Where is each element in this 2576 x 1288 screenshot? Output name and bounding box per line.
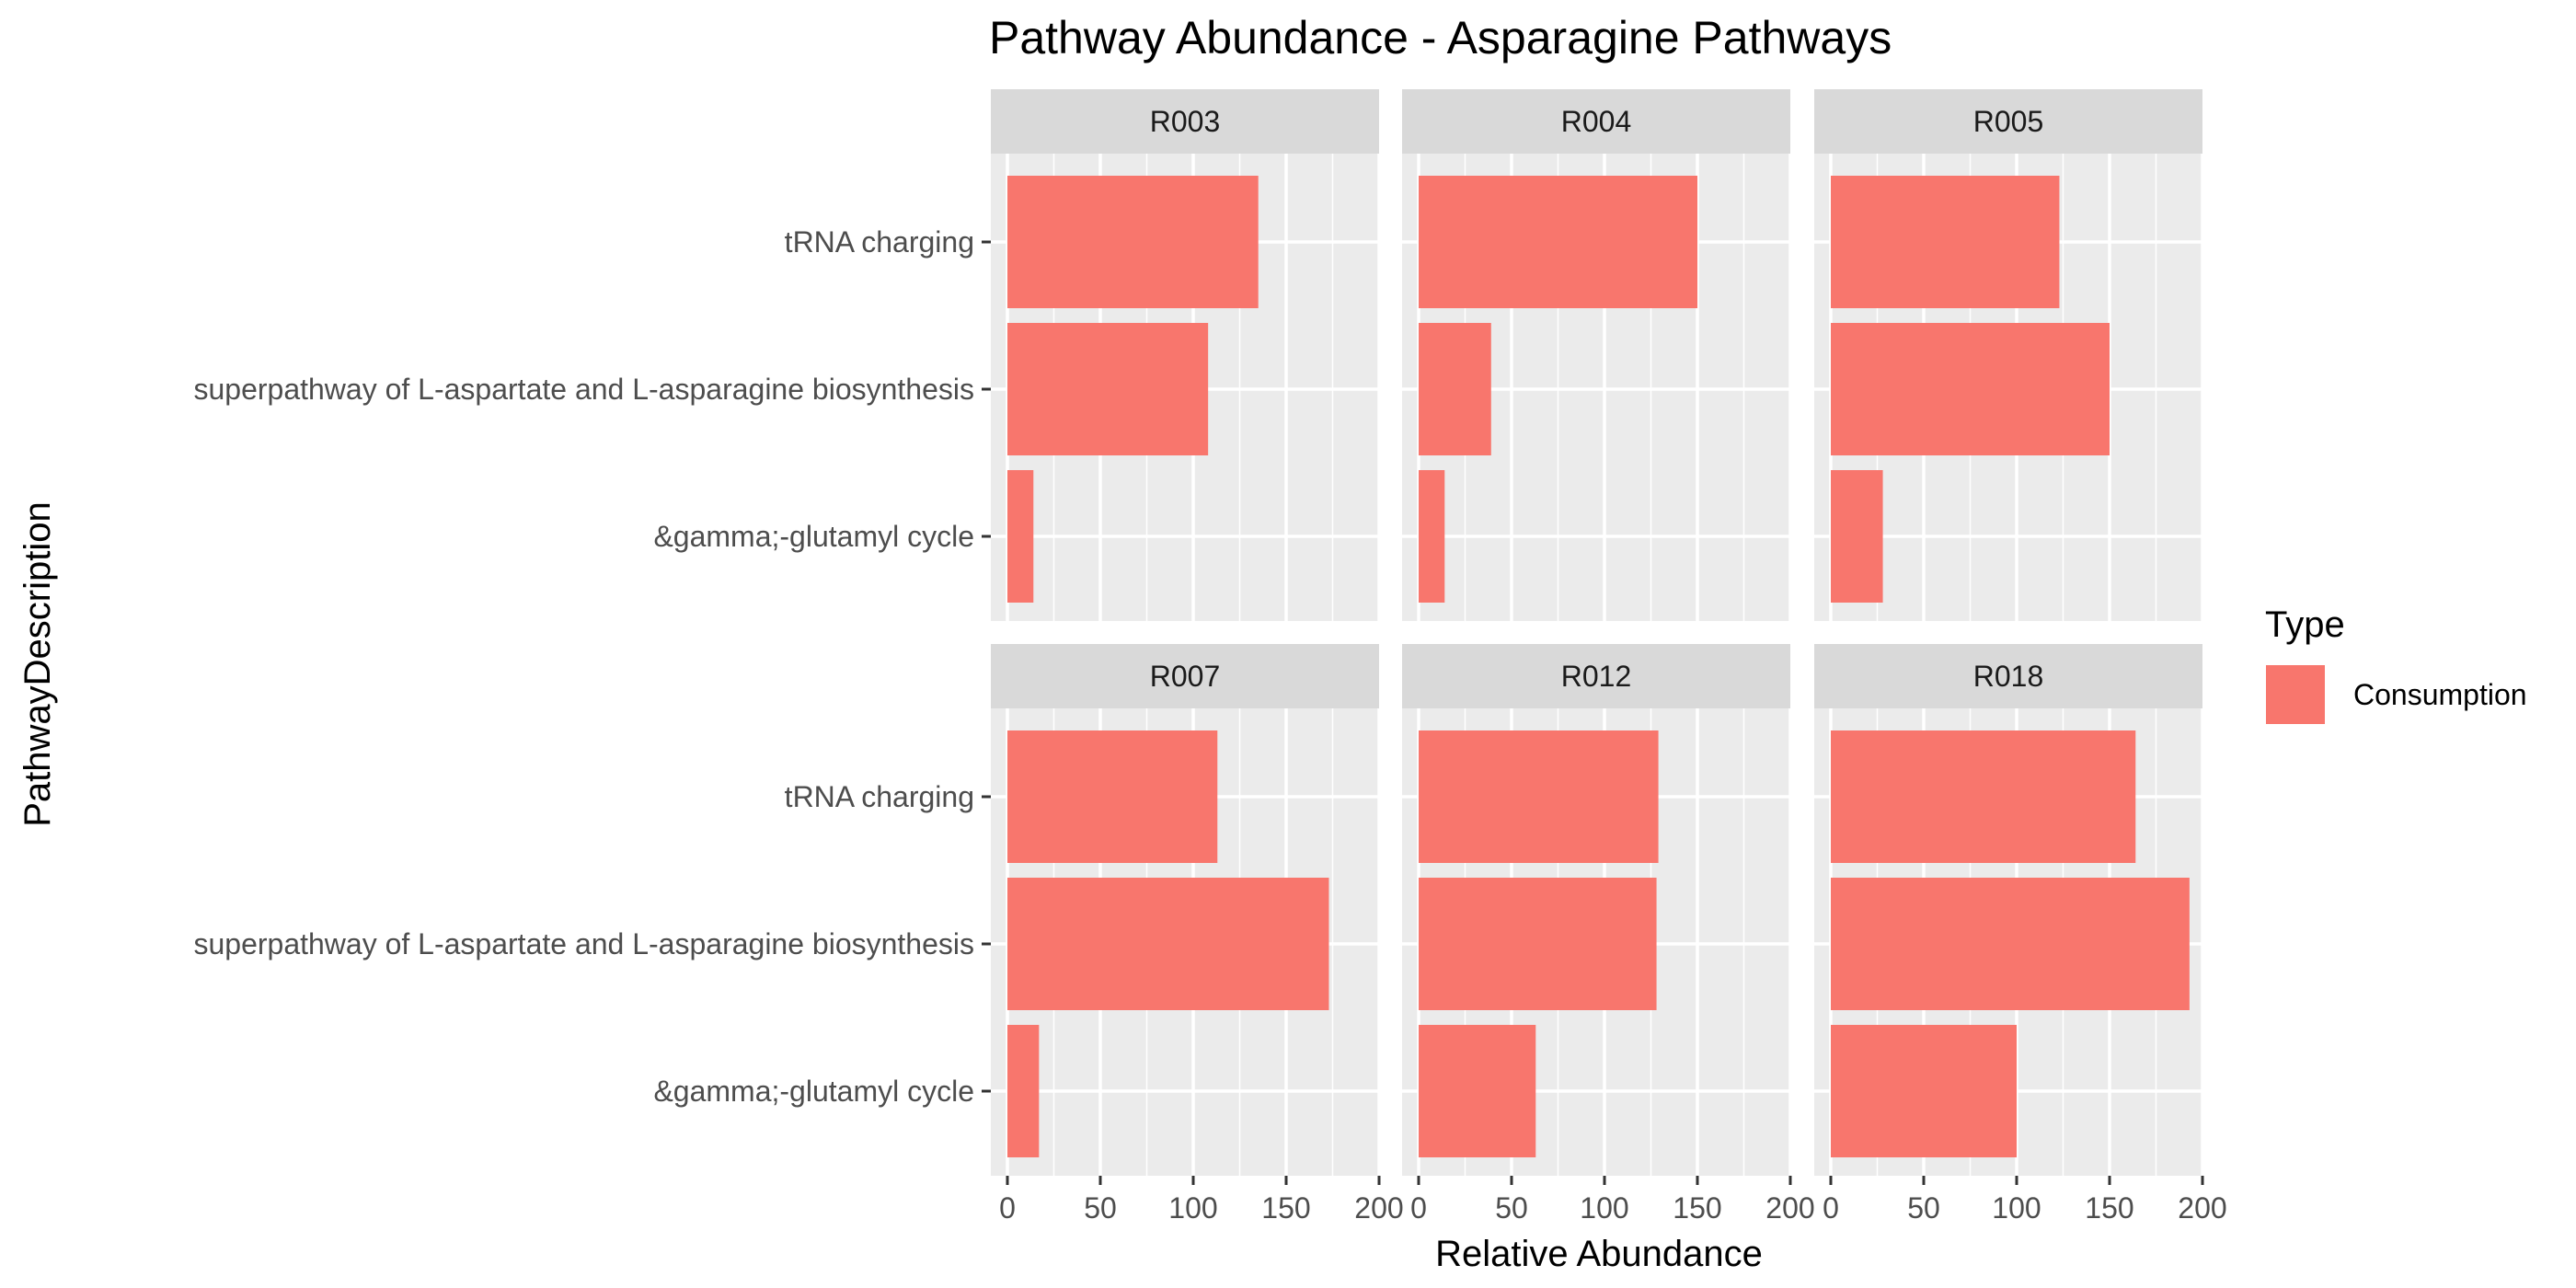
x-tick-label: 100 xyxy=(1992,1191,2041,1225)
y-axis-labels: tRNA charging superpathway of L-aspartate… xyxy=(193,225,991,1108)
x-tick-label: 50 xyxy=(1495,1191,1528,1225)
bar-r003-trna-charging xyxy=(1007,176,1259,308)
x-tick-label: 0 xyxy=(999,1191,1016,1225)
bar-r018-trna-charging xyxy=(1831,730,2136,863)
x-tick-label: 150 xyxy=(1261,1191,1310,1225)
facet-r007: R007 xyxy=(991,644,1381,1176)
y-axis-title: PathwayDescription xyxy=(17,501,58,827)
bar-r004-trna-charging xyxy=(1419,176,1697,308)
facet-r003: R003 xyxy=(991,89,1381,621)
bar-r012-trna-charging xyxy=(1419,730,1659,863)
x-tick-label: 100 xyxy=(1580,1191,1628,1225)
bar-r018-gamma-glutamyl-cycle xyxy=(1831,1025,2017,1157)
x-tick-label: 50 xyxy=(1084,1191,1117,1225)
bar-r012-superpathway-of-l-aspartate-and-l-asparagine-biosynthesis xyxy=(1419,878,1657,1010)
facet-strip-label: R007 xyxy=(1150,660,1221,693)
facet-strip xyxy=(1814,89,2202,154)
y-tick-label: tRNA charging xyxy=(785,225,974,259)
chart-title: Pathway Abundance - Asparagine Pathways xyxy=(989,12,1892,63)
x-axis-labels: 0 50 100 150 200 0 50 100 150 200 0 50 100 150 200 xyxy=(999,1176,2227,1225)
x-tick-label: 200 xyxy=(2178,1191,2226,1225)
y-tick-label: &gamma;-glutamyl cycle xyxy=(653,520,974,553)
facet-strip xyxy=(991,644,1379,708)
y-tick-label: superpathway of L-aspartate and L-aspara… xyxy=(193,927,974,960)
bar-r004-superpathway-of-l-aspartate-and-l-asparagine-biosynthesis xyxy=(1419,323,1491,455)
facet-r012: R012 xyxy=(1402,644,1792,1176)
x-tick-label: 50 xyxy=(1907,1191,1940,1225)
x-tick-label: 150 xyxy=(2085,1191,2133,1225)
facet-strip-label: R018 xyxy=(1973,660,2044,693)
legend-label-consumption: Consumption xyxy=(2353,678,2527,711)
facet-strip-label: R012 xyxy=(1561,660,1632,693)
legend: Type Consumption xyxy=(2264,604,2527,726)
facet-strip-label: R005 xyxy=(1973,105,2044,138)
bar-r007-gamma-glutamyl-cycle xyxy=(1007,1025,1040,1157)
facet-strip-label: R003 xyxy=(1150,105,1221,138)
bar-r012-gamma-glutamyl-cycle xyxy=(1419,1025,1536,1157)
facet-r004: R004 xyxy=(1402,89,1792,621)
legend-title: Type xyxy=(2265,604,2345,645)
facet-strip xyxy=(1814,644,2202,708)
bar-r005-trna-charging xyxy=(1831,176,2060,308)
facet-r005: R005 xyxy=(1814,89,2204,621)
bar-r005-superpathway-of-l-aspartate-and-l-asparagine-biosynthesis xyxy=(1831,323,2110,455)
facet-strip xyxy=(991,89,1379,154)
bar-r003-superpathway-of-l-aspartate-and-l-asparagine-biosynthesis xyxy=(1007,323,1209,455)
facet-strip xyxy=(1402,644,1790,708)
y-tick-label: superpathway of L-aspartate and L-aspara… xyxy=(193,373,974,406)
facet-strip xyxy=(1402,89,1790,154)
x-tick-label: 200 xyxy=(1765,1191,1814,1225)
facet-r018: R018 xyxy=(1814,644,2204,1176)
x-tick-label: 0 xyxy=(1823,1191,1839,1225)
x-tick-label: 100 xyxy=(1168,1191,1217,1225)
legend-key-consumption xyxy=(2264,663,2327,726)
y-tick-label: &gamma;-glutamyl cycle xyxy=(653,1075,974,1108)
x-tick-label: 150 xyxy=(1673,1191,1721,1225)
bar-r018-superpathway-of-l-aspartate-and-l-asparagine-biosynthesis xyxy=(1831,878,2190,1010)
bar-r004-gamma-glutamyl-cycle xyxy=(1419,470,1445,603)
y-tick-label: tRNA charging xyxy=(785,780,974,813)
facet-panels: R003 R004 R005 R007 R012 R018 xyxy=(991,89,2204,1176)
x-tick-label: 200 xyxy=(1354,1191,1403,1225)
x-axis-title: Relative Abundance xyxy=(1435,1234,1763,1274)
bar-r007-trna-charging xyxy=(1007,730,1218,863)
facet-strip-label: R004 xyxy=(1561,105,1632,138)
x-tick-label: 0 xyxy=(1410,1191,1427,1225)
bar-r007-superpathway-of-l-aspartate-and-l-asparagine-biosynthesis xyxy=(1007,878,1329,1010)
bar-r005-gamma-glutamyl-cycle xyxy=(1831,470,1883,603)
bar-r003-gamma-glutamyl-cycle xyxy=(1007,470,1034,603)
